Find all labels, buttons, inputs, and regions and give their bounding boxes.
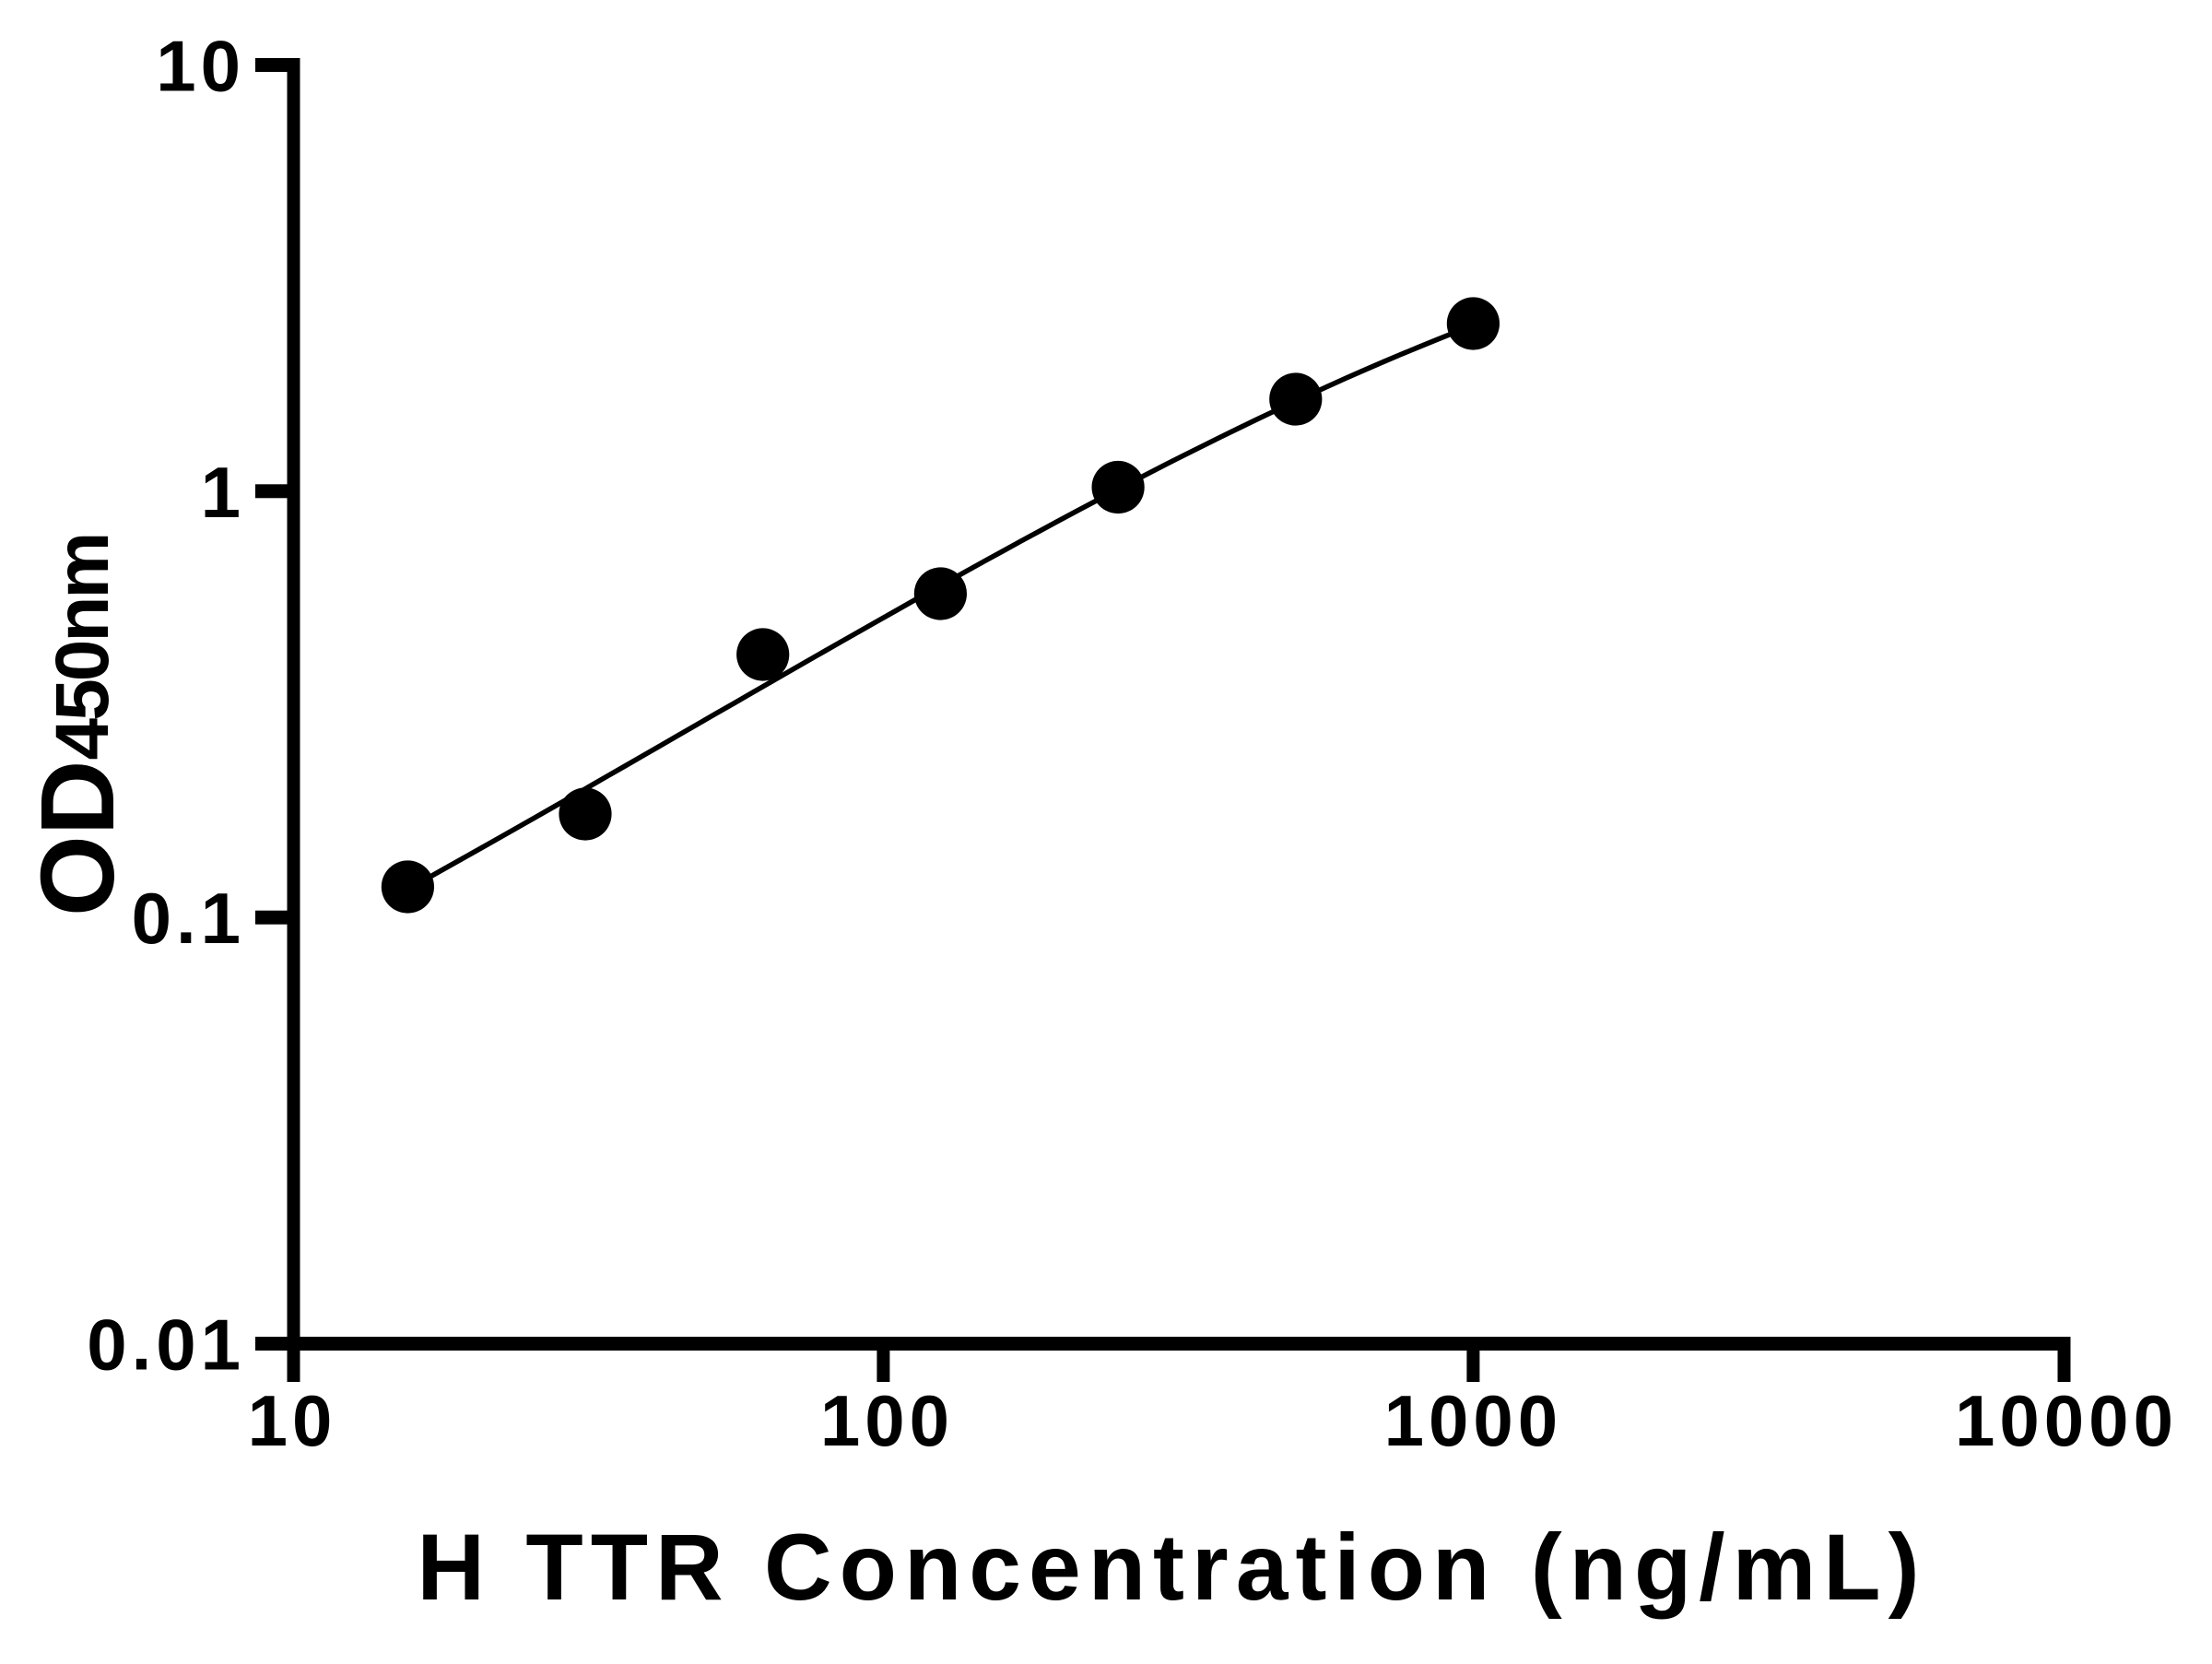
svg-text:H TTR Concentration (ng/mL): H TTR Concentration (ng/mL)	[417, 1515, 1926, 1620]
svg-text:10000: 10000	[1955, 1380, 2178, 1461]
svg-text:0.1: 0.1	[132, 878, 245, 959]
svg-text:10: 10	[156, 26, 245, 107]
svg-text:100: 100	[820, 1380, 954, 1461]
svg-text:1000: 1000	[1384, 1380, 1563, 1461]
svg-text:1: 1	[201, 452, 245, 533]
svg-text:10: 10	[248, 1380, 337, 1461]
svg-text:0.01: 0.01	[87, 1304, 245, 1386]
